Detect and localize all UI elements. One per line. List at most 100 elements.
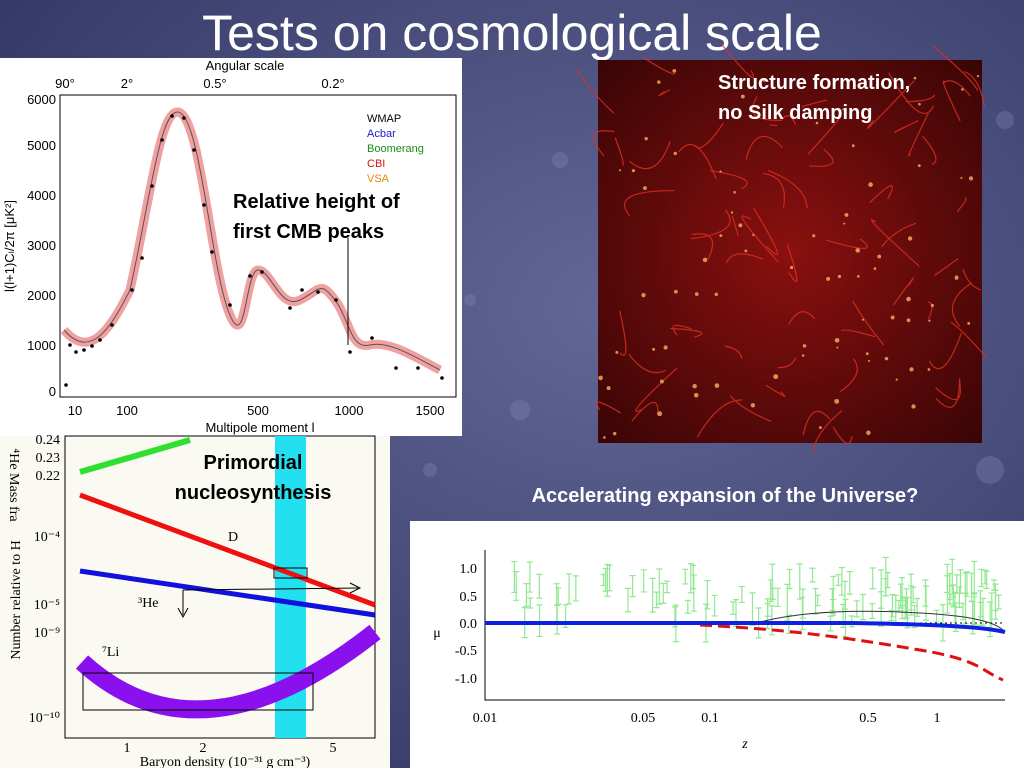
error-bar xyxy=(682,568,689,585)
halo xyxy=(692,383,697,389)
halo xyxy=(930,303,934,308)
error-bar xyxy=(687,563,694,594)
filament xyxy=(672,324,692,336)
filament xyxy=(908,113,929,157)
error-bar xyxy=(629,575,636,598)
annotation: Primordial xyxy=(204,452,303,474)
error-bar xyxy=(511,561,518,594)
tick-label: 10 xyxy=(68,403,82,418)
cmb-panel: Angular scale 90° 2° 0.5° 0.2° 6000 5000… xyxy=(0,58,462,436)
error-bar xyxy=(902,597,909,620)
filament xyxy=(670,327,703,338)
error-bar xyxy=(835,574,842,586)
binned-data xyxy=(484,610,1004,631)
error-bar xyxy=(566,573,573,605)
filament xyxy=(725,253,764,264)
filament xyxy=(619,310,627,356)
tick-label: 3000 xyxy=(27,238,56,253)
error-bar xyxy=(956,586,963,608)
tick-label: 1500 xyxy=(416,403,445,418)
x-axis-label: Multipole moment l xyxy=(205,420,314,435)
halo xyxy=(659,379,664,384)
error-bar xyxy=(992,589,999,620)
slide-title: Tests on cosmological scale xyxy=(202,5,822,61)
filament xyxy=(894,119,919,133)
error-bar xyxy=(555,587,562,605)
tick-label: 0 xyxy=(49,384,56,399)
filament xyxy=(809,149,834,167)
halo xyxy=(918,102,921,106)
tick-label: 10⁻⁴ xyxy=(34,530,60,545)
error-bar xyxy=(690,564,697,590)
error-bar xyxy=(711,594,718,617)
axes-frame xyxy=(64,435,376,739)
y-axis-label: Number relative to H xyxy=(9,540,24,659)
filament xyxy=(869,185,893,204)
halo xyxy=(834,398,840,404)
point xyxy=(440,376,444,380)
tick-label: 1 xyxy=(124,741,131,756)
filament xyxy=(614,137,624,166)
point xyxy=(68,343,72,347)
he4-curve xyxy=(79,437,191,475)
halo xyxy=(657,80,661,84)
filament xyxy=(628,353,666,374)
point xyxy=(64,383,68,387)
halo xyxy=(906,318,911,323)
tick-label: 0.01 xyxy=(473,711,498,726)
filament xyxy=(840,329,876,338)
halo xyxy=(895,378,898,381)
tick-label: 0.05 xyxy=(631,711,656,726)
filament xyxy=(934,257,959,276)
halo xyxy=(657,411,663,417)
error-bar xyxy=(859,593,866,621)
filament xyxy=(922,135,937,165)
error-bar xyxy=(649,577,656,613)
error-bar xyxy=(889,594,896,618)
halo xyxy=(694,292,699,296)
filament xyxy=(762,172,785,208)
halo xyxy=(802,344,807,348)
halo xyxy=(744,249,748,253)
halo xyxy=(851,144,855,148)
halo xyxy=(719,234,723,238)
tick-label: 0.5° xyxy=(203,76,226,91)
legend-entry: VSA xyxy=(367,173,390,185)
point xyxy=(370,336,374,340)
halo xyxy=(740,94,745,99)
error-bar xyxy=(640,569,647,593)
halo xyxy=(714,383,720,388)
filament xyxy=(710,169,748,190)
point xyxy=(182,116,186,120)
halo xyxy=(641,293,646,298)
halo xyxy=(928,319,931,322)
filament xyxy=(867,80,915,129)
filament xyxy=(631,401,659,422)
tick-label: 500 xyxy=(247,403,269,418)
x-axis-label: Baryon density (10⁻³¹ g cm⁻³) xyxy=(140,755,311,768)
point xyxy=(248,274,252,278)
error-bar xyxy=(829,588,836,611)
filament xyxy=(725,345,743,359)
error-bar xyxy=(554,604,561,635)
tick-label: 0.2° xyxy=(321,76,344,91)
filament xyxy=(595,401,621,414)
annotation: Relative height of xyxy=(233,191,400,213)
filament xyxy=(628,140,671,170)
filament xyxy=(956,197,967,213)
error-bar xyxy=(602,567,609,592)
error-bar xyxy=(809,567,816,583)
li7-curve xyxy=(75,624,381,719)
filament xyxy=(729,395,772,423)
halo xyxy=(818,426,822,430)
arrows xyxy=(177,582,362,619)
axes xyxy=(484,550,1005,701)
filament xyxy=(962,268,982,291)
filament xyxy=(696,399,743,438)
filament xyxy=(783,115,797,125)
filament xyxy=(932,45,979,91)
tick-label: 2° xyxy=(121,76,133,91)
halo xyxy=(652,347,656,351)
filament xyxy=(825,238,868,249)
